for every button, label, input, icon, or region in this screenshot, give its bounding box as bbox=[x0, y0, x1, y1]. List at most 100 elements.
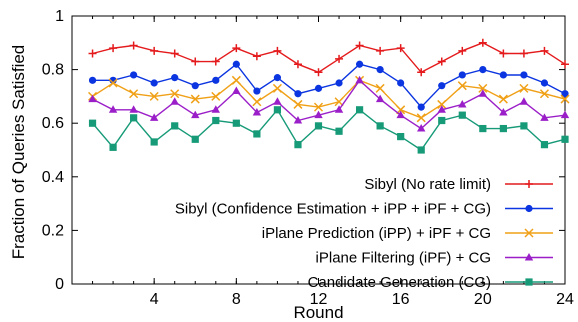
cross-point bbox=[108, 78, 118, 88]
triangle-point bbox=[273, 97, 282, 105]
plus-point bbox=[376, 46, 385, 55]
circle-point bbox=[130, 71, 138, 79]
circle-point bbox=[253, 87, 261, 95]
y-tick-label: 0 bbox=[55, 276, 64, 293]
triangle-point bbox=[334, 105, 344, 113]
square-point bbox=[191, 135, 199, 143]
cross-point bbox=[375, 83, 385, 93]
triangle-point bbox=[88, 94, 97, 103]
plot-area bbox=[71, 15, 566, 285]
legend-entry: Sibyl (No rate limit) bbox=[364, 176, 553, 193]
triangle-point bbox=[252, 107, 262, 116]
y-axis-title: Fraction of Queries Satisfied bbox=[9, 45, 28, 259]
cross-point bbox=[252, 97, 262, 107]
cross-point bbox=[560, 94, 570, 104]
square-point bbox=[232, 119, 240, 127]
triangle-point bbox=[191, 110, 200, 119]
square-point bbox=[212, 116, 220, 125]
triangle-point bbox=[355, 75, 364, 84]
circle-point bbox=[417, 103, 425, 111]
cross-point bbox=[190, 94, 200, 104]
legend-entry: iPlane Filtering (iPF) + CG bbox=[316, 250, 553, 267]
plus-point bbox=[191, 57, 200, 66]
circle-point bbox=[171, 74, 179, 82]
circle-point bbox=[540, 79, 549, 87]
legend-label: Sibyl (No rate limit) bbox=[364, 176, 491, 193]
y-tick-label: 1 bbox=[55, 8, 64, 25]
square-point bbox=[376, 122, 384, 130]
square-point bbox=[253, 130, 261, 138]
circle-point bbox=[561, 90, 569, 98]
plus-point bbox=[519, 49, 528, 58]
plus-point bbox=[252, 52, 261, 61]
triangle-point bbox=[314, 110, 323, 119]
cross-point bbox=[519, 83, 529, 93]
triangle-point bbox=[232, 86, 241, 95]
triangle-point bbox=[293, 116, 303, 124]
plus-point bbox=[335, 54, 344, 63]
triangle-point bbox=[499, 107, 508, 116]
square-point bbox=[458, 111, 466, 119]
series-1 bbox=[88, 38, 569, 77]
square-point bbox=[499, 124, 507, 133]
triangle-point bbox=[437, 105, 446, 113]
x-axis-title: Round bbox=[293, 303, 343, 322]
circle-point bbox=[335, 79, 343, 87]
legend-label: iPlane Prediction (iPP) + iPF + CG bbox=[262, 225, 491, 242]
square-point bbox=[397, 133, 405, 141]
series-layer bbox=[88, 38, 570, 154]
circle-point bbox=[479, 66, 487, 74]
legend-label: Sibyl (Confidence Estimation + iPP + iPF… bbox=[175, 201, 491, 218]
legend-entry: Sibyl (Confidence Estimation + iPP + iPF… bbox=[175, 201, 553, 218]
plus-point bbox=[232, 44, 241, 53]
square-point bbox=[479, 124, 487, 133]
circle-point bbox=[458, 71, 466, 79]
square-point bbox=[335, 127, 343, 135]
circle-point bbox=[294, 90, 302, 98]
triangle-point bbox=[170, 97, 179, 105]
legend-label: Candidate Generation (CG) bbox=[308, 274, 491, 291]
plus-point bbox=[437, 57, 446, 66]
triangle-point bbox=[417, 124, 426, 132]
square-point bbox=[294, 141, 302, 149]
circle-point bbox=[499, 71, 507, 79]
cross-point bbox=[272, 83, 282, 93]
cross-point bbox=[457, 81, 467, 91]
cross-point bbox=[334, 97, 344, 107]
cross-point bbox=[524, 228, 534, 238]
square-point bbox=[540, 141, 549, 149]
series-line bbox=[92, 63, 566, 109]
triangle-point bbox=[375, 94, 385, 103]
plus-point bbox=[499, 49, 508, 58]
circle-point bbox=[150, 79, 158, 87]
series-3 bbox=[88, 75, 570, 123]
legend-entry: Candidate Generation (CG) bbox=[308, 274, 553, 291]
triangle-point bbox=[129, 105, 138, 113]
series-2 bbox=[88, 60, 569, 111]
plus-point bbox=[478, 38, 487, 47]
plus-point bbox=[396, 44, 405, 53]
x-tick-label: 8 bbox=[232, 291, 241, 308]
x-tick-label: 16 bbox=[392, 291, 410, 308]
circle-point bbox=[397, 79, 405, 87]
series-line bbox=[92, 42, 566, 74]
plus-point bbox=[540, 46, 549, 55]
cross-point bbox=[416, 113, 426, 123]
x-tick-label: 20 bbox=[474, 291, 492, 308]
square-point bbox=[109, 143, 117, 151]
circle-point bbox=[232, 60, 240, 68]
axes: 0 0.2 0.4 0.6 0.8 1 4 8 12 16 20 24 Round Fraction of… bbox=[9, 8, 574, 322]
series-line bbox=[92, 79, 566, 119]
plot-frame bbox=[71, 15, 566, 285]
square-point bbox=[525, 278, 533, 286]
x-tick-label: 4 bbox=[150, 291, 159, 308]
triangle-point bbox=[478, 89, 488, 97]
cross-point bbox=[437, 99, 447, 109]
legend-label: iPlane Filtering (iPF) + CG bbox=[316, 250, 491, 267]
triangle-point bbox=[519, 97, 529, 105]
square-point bbox=[171, 122, 179, 130]
square-point bbox=[438, 116, 446, 125]
plus-point bbox=[88, 49, 97, 58]
square-point bbox=[355, 106, 364, 114]
